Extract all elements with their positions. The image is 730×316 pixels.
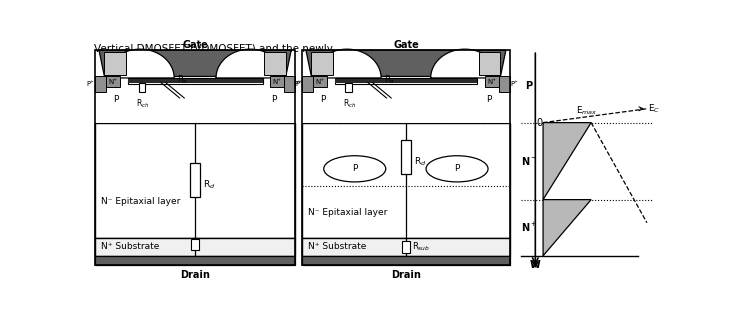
Text: P: P bbox=[113, 95, 119, 104]
Text: P⁺: P⁺ bbox=[510, 81, 518, 87]
Text: N⁺ Substrate: N⁺ Substrate bbox=[308, 242, 366, 252]
Text: P: P bbox=[352, 164, 358, 173]
Bar bbox=[104, 52, 126, 75]
Text: Gate: Gate bbox=[182, 40, 208, 50]
Bar bbox=[313, 76, 327, 87]
Text: R$_d$: R$_d$ bbox=[203, 179, 215, 191]
Text: W: W bbox=[530, 260, 541, 270]
Bar bbox=[485, 76, 499, 87]
Text: N⁺: N⁺ bbox=[109, 79, 118, 85]
Text: P: P bbox=[486, 95, 491, 104]
Bar bbox=[106, 76, 120, 87]
Text: P: P bbox=[272, 95, 277, 104]
Bar bbox=[264, 52, 285, 75]
Text: E$_C$: E$_C$ bbox=[648, 102, 661, 115]
Text: N⁻ Epitaxial layer: N⁻ Epitaxial layer bbox=[101, 197, 181, 206]
Text: Source: Source bbox=[122, 52, 161, 62]
Bar bbox=[345, 82, 352, 92]
Text: 0: 0 bbox=[536, 118, 542, 128]
Polygon shape bbox=[106, 49, 174, 78]
Bar bbox=[95, 76, 295, 123]
Bar bbox=[191, 239, 199, 250]
Text: P: P bbox=[454, 164, 460, 173]
Bar bbox=[402, 241, 410, 253]
Text: R$_a$: R$_a$ bbox=[177, 73, 188, 86]
Bar bbox=[334, 78, 477, 84]
Text: Gate: Gate bbox=[393, 40, 419, 50]
Bar bbox=[334, 79, 477, 83]
Text: N⁺: N⁺ bbox=[315, 79, 324, 85]
Text: Vertical DMOSFET (VDMOSFET) and the newly: Vertical DMOSFET (VDMOSFET) and the newl… bbox=[93, 44, 332, 54]
Bar bbox=[302, 256, 510, 265]
Polygon shape bbox=[543, 123, 591, 200]
Text: N$^-$: N$^-$ bbox=[520, 155, 537, 167]
Polygon shape bbox=[99, 50, 291, 76]
Bar bbox=[479, 52, 501, 75]
Text: R$_{ch}$: R$_{ch}$ bbox=[343, 98, 357, 111]
Bar bbox=[128, 78, 263, 84]
Bar bbox=[499, 76, 510, 92]
Text: N⁻ Epitaxial layer: N⁻ Epitaxial layer bbox=[308, 208, 388, 217]
Polygon shape bbox=[306, 50, 506, 76]
Ellipse shape bbox=[426, 156, 488, 182]
Text: P: P bbox=[526, 82, 533, 91]
Text: N$^+$: N$^+$ bbox=[521, 221, 537, 234]
Text: P: P bbox=[320, 95, 326, 104]
Text: N⁺ Substrate: N⁺ Substrate bbox=[101, 242, 160, 252]
Bar bbox=[284, 76, 295, 92]
Text: R$_d$: R$_d$ bbox=[414, 156, 426, 168]
Polygon shape bbox=[431, 49, 499, 78]
Bar bbox=[302, 238, 510, 256]
Polygon shape bbox=[313, 49, 381, 78]
Text: P⁺: P⁺ bbox=[293, 81, 301, 87]
Bar bbox=[95, 123, 295, 238]
Bar bbox=[302, 50, 510, 265]
Bar bbox=[312, 52, 333, 75]
Text: E$_{max}$: E$_{max}$ bbox=[577, 105, 598, 117]
Ellipse shape bbox=[323, 156, 385, 182]
Text: N⁺: N⁺ bbox=[273, 79, 282, 85]
Bar bbox=[302, 76, 510, 123]
Bar bbox=[95, 50, 295, 265]
Bar bbox=[191, 163, 200, 197]
Text: R$_{sub}$: R$_{sub}$ bbox=[412, 241, 430, 253]
Text: P⁺: P⁺ bbox=[296, 81, 304, 87]
Text: R$_{ch}$: R$_{ch}$ bbox=[137, 98, 150, 111]
Bar bbox=[95, 238, 295, 256]
Bar bbox=[128, 79, 263, 83]
Polygon shape bbox=[216, 49, 284, 78]
Text: Drain: Drain bbox=[180, 270, 210, 280]
Polygon shape bbox=[543, 200, 591, 256]
Text: N⁺: N⁺ bbox=[488, 79, 496, 85]
Bar bbox=[95, 76, 106, 92]
Bar bbox=[302, 123, 510, 238]
Bar bbox=[302, 76, 313, 92]
Bar bbox=[139, 82, 145, 92]
Bar bbox=[95, 256, 295, 265]
Text: P⁺: P⁺ bbox=[86, 81, 94, 87]
Text: R$_a$: R$_a$ bbox=[384, 73, 396, 86]
Bar bbox=[402, 140, 410, 174]
Bar bbox=[270, 76, 284, 87]
Text: Drain: Drain bbox=[391, 270, 420, 280]
